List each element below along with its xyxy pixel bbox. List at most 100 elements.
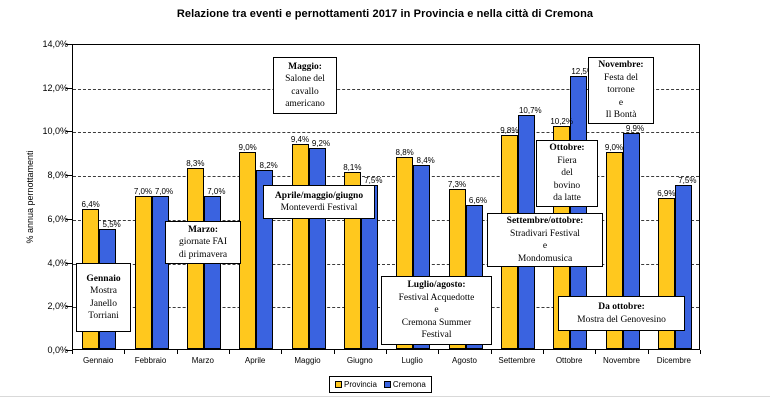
annotation-line: giornate FAI [178, 237, 228, 248]
bar-value-cremona-marzo: 7,0% [207, 187, 226, 196]
bar-value-cremona-gennaio: 5,5% [102, 219, 121, 229]
y-axis-title: % annua pernottamenti [25, 150, 35, 244]
bar-value-cremona-febbraio: 7,0% [154, 187, 174, 196]
x-axis-tick-mark [229, 350, 230, 354]
annotation-da-ottobre: Da ottobre: Mostra del Genovesino [558, 296, 685, 331]
x-axis-tick-mark [490, 350, 492, 354]
bar-value-provincia-maggio: 9,4% [290, 134, 310, 144]
x-axis-tick-mark [72, 350, 73, 354]
annotation-line: Mondomusica [517, 253, 573, 264]
y-axis-tick-mark [66, 44, 72, 45]
x-axis-tick-mark [386, 350, 387, 354]
bar-value-cremona-maggio: 9,2% [311, 138, 331, 148]
annotation-line: Mostra [90, 286, 117, 296]
bar-cremona-maggio [308, 147, 326, 349]
annotation-line: Fiera [557, 155, 577, 166]
gridline [73, 176, 699, 178]
annotation-luglio-agosto: Luglio/agosto: Festival Acquedotte e Cremon… [381, 276, 492, 345]
bar-value-provincia-dicembre: 6,9% [657, 189, 676, 199]
bar-cremona-novembre [622, 132, 640, 349]
y-axis-tick-label: 0,0% [47, 345, 68, 355]
y-axis-tick-label: 2,0% [47, 301, 68, 312]
bar-value-cremona-giugno: 7,5% [364, 176, 383, 186]
legend-swatch-provincia [335, 381, 342, 388]
annotation-line: e [542, 241, 548, 251]
bar-provincia-aprile [239, 152, 257, 349]
legend-swatch-cremona [383, 381, 391, 388]
bar-value-cremona-settembre: 10,7% [518, 106, 542, 116]
legend-label-provincia: Provincia [344, 380, 377, 389]
bar-value-provincia-gennaio: 6,4% [81, 200, 100, 210]
bar-value-provincia-novembre: 9,0% [604, 143, 624, 153]
annotation-ottobre: Ottobre: Fiera del bovino da latte [536, 140, 598, 207]
annotation-title: Ottobre: [549, 143, 585, 154]
y-axis-tick-label: 14,0% [42, 39, 68, 49]
annotation-settembre-ottobre: Settembre/ottobre: Stradivari Festival e Mo… [487, 213, 603, 267]
annotation-line: Stradivari Festival [510, 228, 580, 239]
y-axis-tick-label: 8,0% [47, 170, 68, 181]
x-axis-label-maggio: Maggio [294, 356, 321, 365]
bar-value-provincia-luglio: 8,8% [395, 147, 414, 157]
x-axis-label-febbraio: Febbraio [134, 356, 167, 365]
annotation-line: Mostra del Genovesino [577, 314, 666, 325]
bar-cremona-marzo [203, 196, 221, 349]
bar-provincia-maggio [291, 143, 309, 349]
y-axis-tick-label: 12,0% [42, 82, 68, 93]
x-axis-label-ottobre: Ottobre [555, 356, 583, 365]
annotation-title: Da ottobre: [598, 302, 645, 312]
gridline [73, 263, 699, 265]
bar-value-provincia-ottobre: 10,2% [550, 117, 573, 127]
y-axis-tick-mark [66, 218, 72, 220]
annotation-aprile-maggio-giugno: Aprile/maggio/giugno Monteverdi Festival [263, 185, 375, 219]
y-axis-tick-mark [66, 350, 72, 351]
chart-title: Relazione tra eventi e pernottamenti 201… [176, 8, 594, 20]
x-axis-tick-mark [647, 350, 649, 354]
x-axis-label-gennaio: Gennaio [83, 356, 114, 365]
y-axis-tick-mark [66, 175, 72, 177]
annotation-line: da latte [553, 193, 581, 204]
gridline [73, 219, 699, 221]
bar-value-provincia-febbraio: 7,0% [133, 187, 153, 196]
bar-value-provincia-giugno: 8,1% [343, 162, 362, 172]
bar-value-provincia-aprile: 9,0% [238, 143, 257, 153]
bar-value-cremona-luglio: 8,4% [416, 156, 435, 166]
x-axis-tick-mark [595, 350, 597, 354]
annotation-maggio: Maggio: Salone del cavallo americano [273, 57, 337, 114]
bar-cremona-febbraio [151, 196, 169, 349]
y-axis-tick-mark [66, 306, 72, 308]
annotation-title: Gennaio [86, 273, 121, 284]
bar-value-provincia-agosto: 7,3% [447, 180, 467, 190]
x-axis-tick-mark [438, 350, 440, 354]
annotation-line: Festival [421, 330, 452, 341]
x-axis-label-luglio: Luglio [401, 356, 423, 365]
bar-value-provincia-marzo: 8,3% [186, 158, 205, 168]
annotation-line: Festival Acquedotte [398, 292, 475, 303]
annotation-line: Janello [90, 298, 117, 309]
bar-value-provincia-settembre: 9,8% [500, 125, 519, 135]
y-axis-tick-label: 6,0% [47, 213, 68, 224]
annotation-title: Settembre/ottobre: [506, 216, 584, 226]
annotation-line: Torriani [88, 311, 119, 321]
annotation-title: Novembre: [598, 60, 644, 71]
annotation-line: Cremona Summer [401, 317, 472, 328]
x-axis-label-giugno: Giugno [346, 356, 373, 365]
x-axis-label-settembre: Settembre [498, 356, 536, 365]
annotation-line: bovino [553, 180, 581, 191]
annotation-marzo: Marzo: giornate FAI di primavera [165, 221, 241, 264]
x-axis-tick-mark [281, 350, 283, 354]
legend-item-cremona: Cremona [383, 380, 426, 389]
x-axis-label-agosto: Agosto [452, 356, 477, 365]
annotation-line: Festa del [603, 72, 639, 83]
x-axis-tick-mark [124, 350, 126, 354]
bar-value-cremona-aprile: 8,2% [259, 160, 278, 170]
y-axis-tick-label: 10,0% [42, 126, 68, 137]
bar-value-cremona-agosto: 6,6% [468, 195, 488, 205]
bar-provincia-febbraio [134, 196, 152, 349]
y-axis-tick-mark [66, 87, 72, 89]
annotation-line: torrone [607, 85, 635, 96]
annotation-line: americano [285, 99, 325, 109]
x-axis-tick-mark [543, 350, 544, 354]
y-axis-tick-label: 4,0% [47, 257, 68, 268]
x-axis-label-aprile: Aprile [244, 356, 266, 365]
